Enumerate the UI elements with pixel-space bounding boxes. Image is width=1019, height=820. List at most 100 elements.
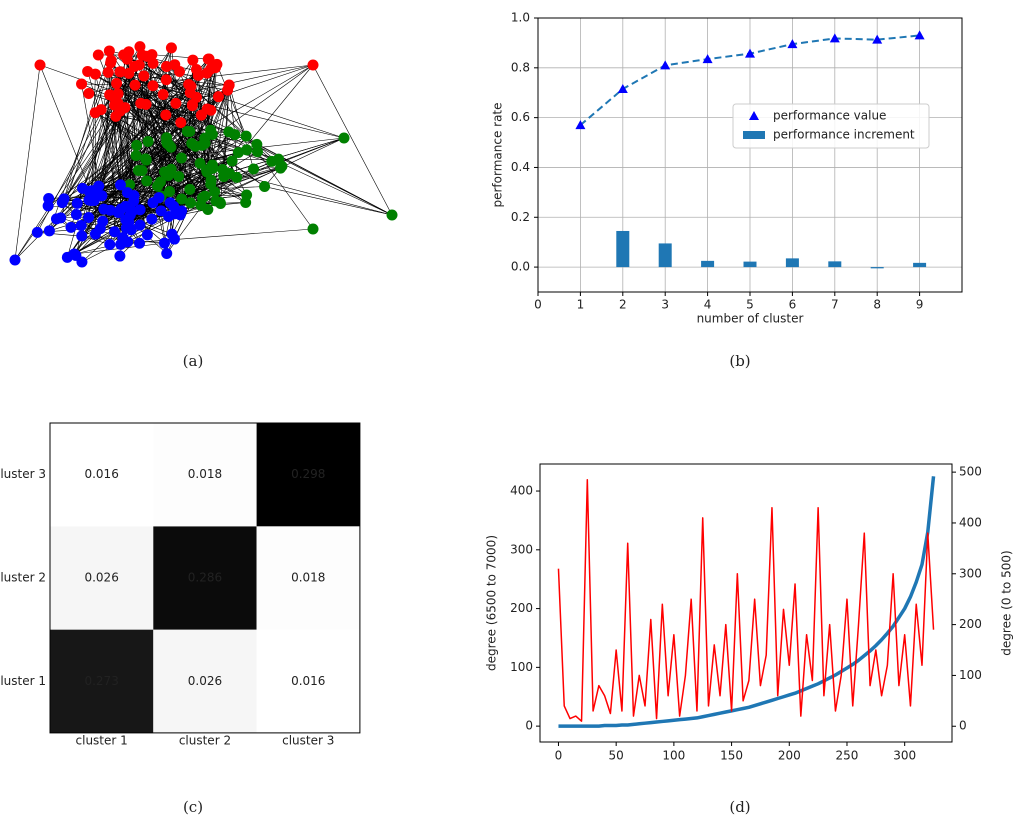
edge [228, 84, 254, 170]
node [125, 224, 137, 236]
bar [870, 267, 884, 269]
x-tick-label: 4 [704, 298, 712, 312]
panel-d: 0 50 100 150 200 250 300 0 100 200 300 400 0 100 200 30… [485, 463, 1014, 763]
node [211, 58, 223, 70]
marker [829, 33, 840, 43]
node [130, 150, 142, 162]
node [138, 70, 150, 82]
node [123, 46, 135, 58]
x-tick-label: 1 [577, 298, 585, 312]
node [114, 179, 126, 191]
y2-tick-label: 500 [959, 465, 982, 479]
node [187, 54, 199, 66]
edge [145, 104, 213, 169]
edge [312, 64, 393, 216]
node [307, 223, 319, 235]
cell-label: 0.018 [291, 570, 325, 584]
x-tick-label: cluster 3 [282, 733, 334, 747]
node [186, 138, 198, 150]
node [43, 193, 55, 205]
y-tick-label: 1.0 [511, 11, 530, 25]
node [217, 164, 229, 176]
node [147, 80, 159, 92]
legend-label: performance increment [773, 128, 915, 142]
node [128, 195, 140, 207]
node [140, 98, 152, 110]
node [89, 107, 101, 119]
y2-tick-label: 100 [959, 668, 982, 682]
node [115, 203, 127, 215]
cell [256, 526, 360, 630]
cell [153, 526, 257, 630]
y2-axis-label: degree (0 to 500) [1000, 550, 1014, 655]
marker [787, 39, 798, 49]
x-tick-label: 100 [662, 749, 685, 763]
y-tick-label: 0.6 [511, 110, 530, 124]
y-tick-label: 0 [525, 719, 533, 733]
bar [658, 243, 672, 268]
y-tick-label: 0.4 [511, 160, 530, 174]
cell [153, 629, 257, 733]
marker [617, 83, 628, 93]
node [117, 232, 129, 244]
edge [151, 54, 209, 60]
node [165, 163, 177, 175]
node [114, 250, 126, 262]
x-tick-label: 5 [746, 298, 754, 312]
bar [785, 258, 799, 268]
cell-label: 0.026 [188, 674, 222, 688]
x-tick-label: 50 [609, 749, 624, 763]
marker [575, 120, 586, 130]
node [202, 203, 214, 215]
caption: (c) [183, 798, 203, 816]
node [127, 205, 139, 217]
node [386, 209, 398, 221]
edge [166, 79, 345, 139]
panel-c: 0.273 0.026 0.016 0.026 0.286 0.018 0.016 0.018… [0, 422, 361, 747]
caption: (a) [183, 352, 204, 370]
edge [188, 84, 283, 167]
node [226, 155, 238, 167]
node [251, 146, 263, 158]
caption: (b) [729, 352, 750, 370]
x-tick-label: 9 [916, 298, 924, 312]
node [223, 126, 235, 138]
y-tick-label: 200 [510, 601, 533, 615]
node [136, 165, 148, 177]
edge [216, 64, 247, 137]
node [9, 254, 21, 266]
marker [702, 54, 713, 64]
x-axis-label: number of cluster [697, 312, 804, 326]
caption: (d) [729, 798, 750, 816]
node [163, 210, 175, 222]
edge [60, 72, 109, 218]
node [175, 152, 187, 164]
node [141, 175, 153, 187]
edge [81, 231, 115, 263]
y-tick-label: cluster 1 [0, 674, 46, 688]
node [131, 139, 143, 151]
node [82, 65, 94, 77]
bar [616, 230, 630, 268]
plot-frame [539, 463, 953, 743]
y-tick-label: 100 [510, 660, 533, 674]
node [212, 91, 224, 103]
node [70, 208, 82, 220]
legend-box [732, 103, 930, 149]
node [146, 213, 158, 225]
edge [206, 73, 212, 131]
node [154, 176, 166, 188]
marker [914, 30, 925, 40]
legend-label: performance value [773, 109, 886, 123]
cell-label: 0.273 [84, 674, 118, 688]
node [43, 225, 55, 237]
node [98, 203, 110, 215]
node [200, 164, 212, 176]
edge [63, 50, 110, 199]
edge [210, 129, 393, 216]
edge [146, 94, 164, 181]
cell [153, 423, 257, 527]
node [89, 188, 101, 200]
y2-tick-label: 0 [959, 719, 967, 733]
node [176, 205, 188, 217]
